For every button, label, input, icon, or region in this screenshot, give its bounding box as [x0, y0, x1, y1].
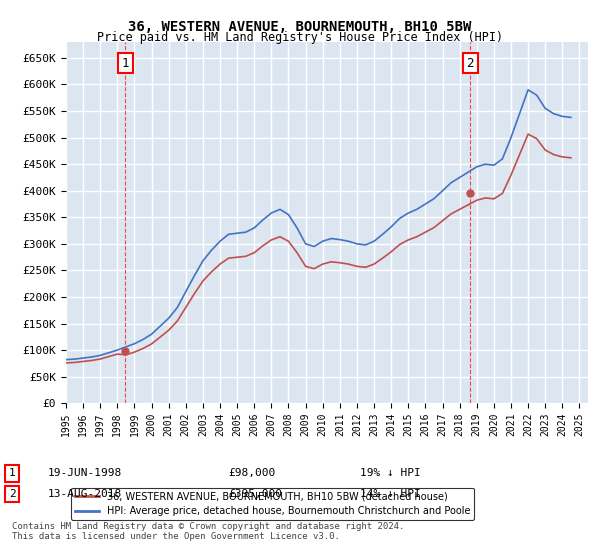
Text: £98,000: £98,000	[228, 468, 275, 478]
Text: Price paid vs. HM Land Registry's House Price Index (HPI): Price paid vs. HM Land Registry's House …	[97, 31, 503, 44]
Text: 2: 2	[8, 489, 16, 499]
Text: 1: 1	[122, 57, 129, 70]
Text: £395,000: £395,000	[228, 489, 282, 499]
Text: 2: 2	[467, 57, 474, 70]
Text: 36, WESTERN AVENUE, BOURNEMOUTH, BH10 5BW: 36, WESTERN AVENUE, BOURNEMOUTH, BH10 5B…	[128, 20, 472, 34]
Text: 1: 1	[8, 468, 16, 478]
Text: 13-AUG-2018: 13-AUG-2018	[48, 489, 122, 499]
Text: 19-JUN-1998: 19-JUN-1998	[48, 468, 122, 478]
Text: 14% ↓ HPI: 14% ↓ HPI	[360, 489, 421, 499]
Text: Contains HM Land Registry data © Crown copyright and database right 2024.
This d: Contains HM Land Registry data © Crown c…	[12, 522, 404, 542]
Text: 19% ↓ HPI: 19% ↓ HPI	[360, 468, 421, 478]
Legend: 36, WESTERN AVENUE, BOURNEMOUTH, BH10 5BW (detached house), HPI: Average price, : 36, WESTERN AVENUE, BOURNEMOUTH, BH10 5B…	[71, 488, 474, 520]
